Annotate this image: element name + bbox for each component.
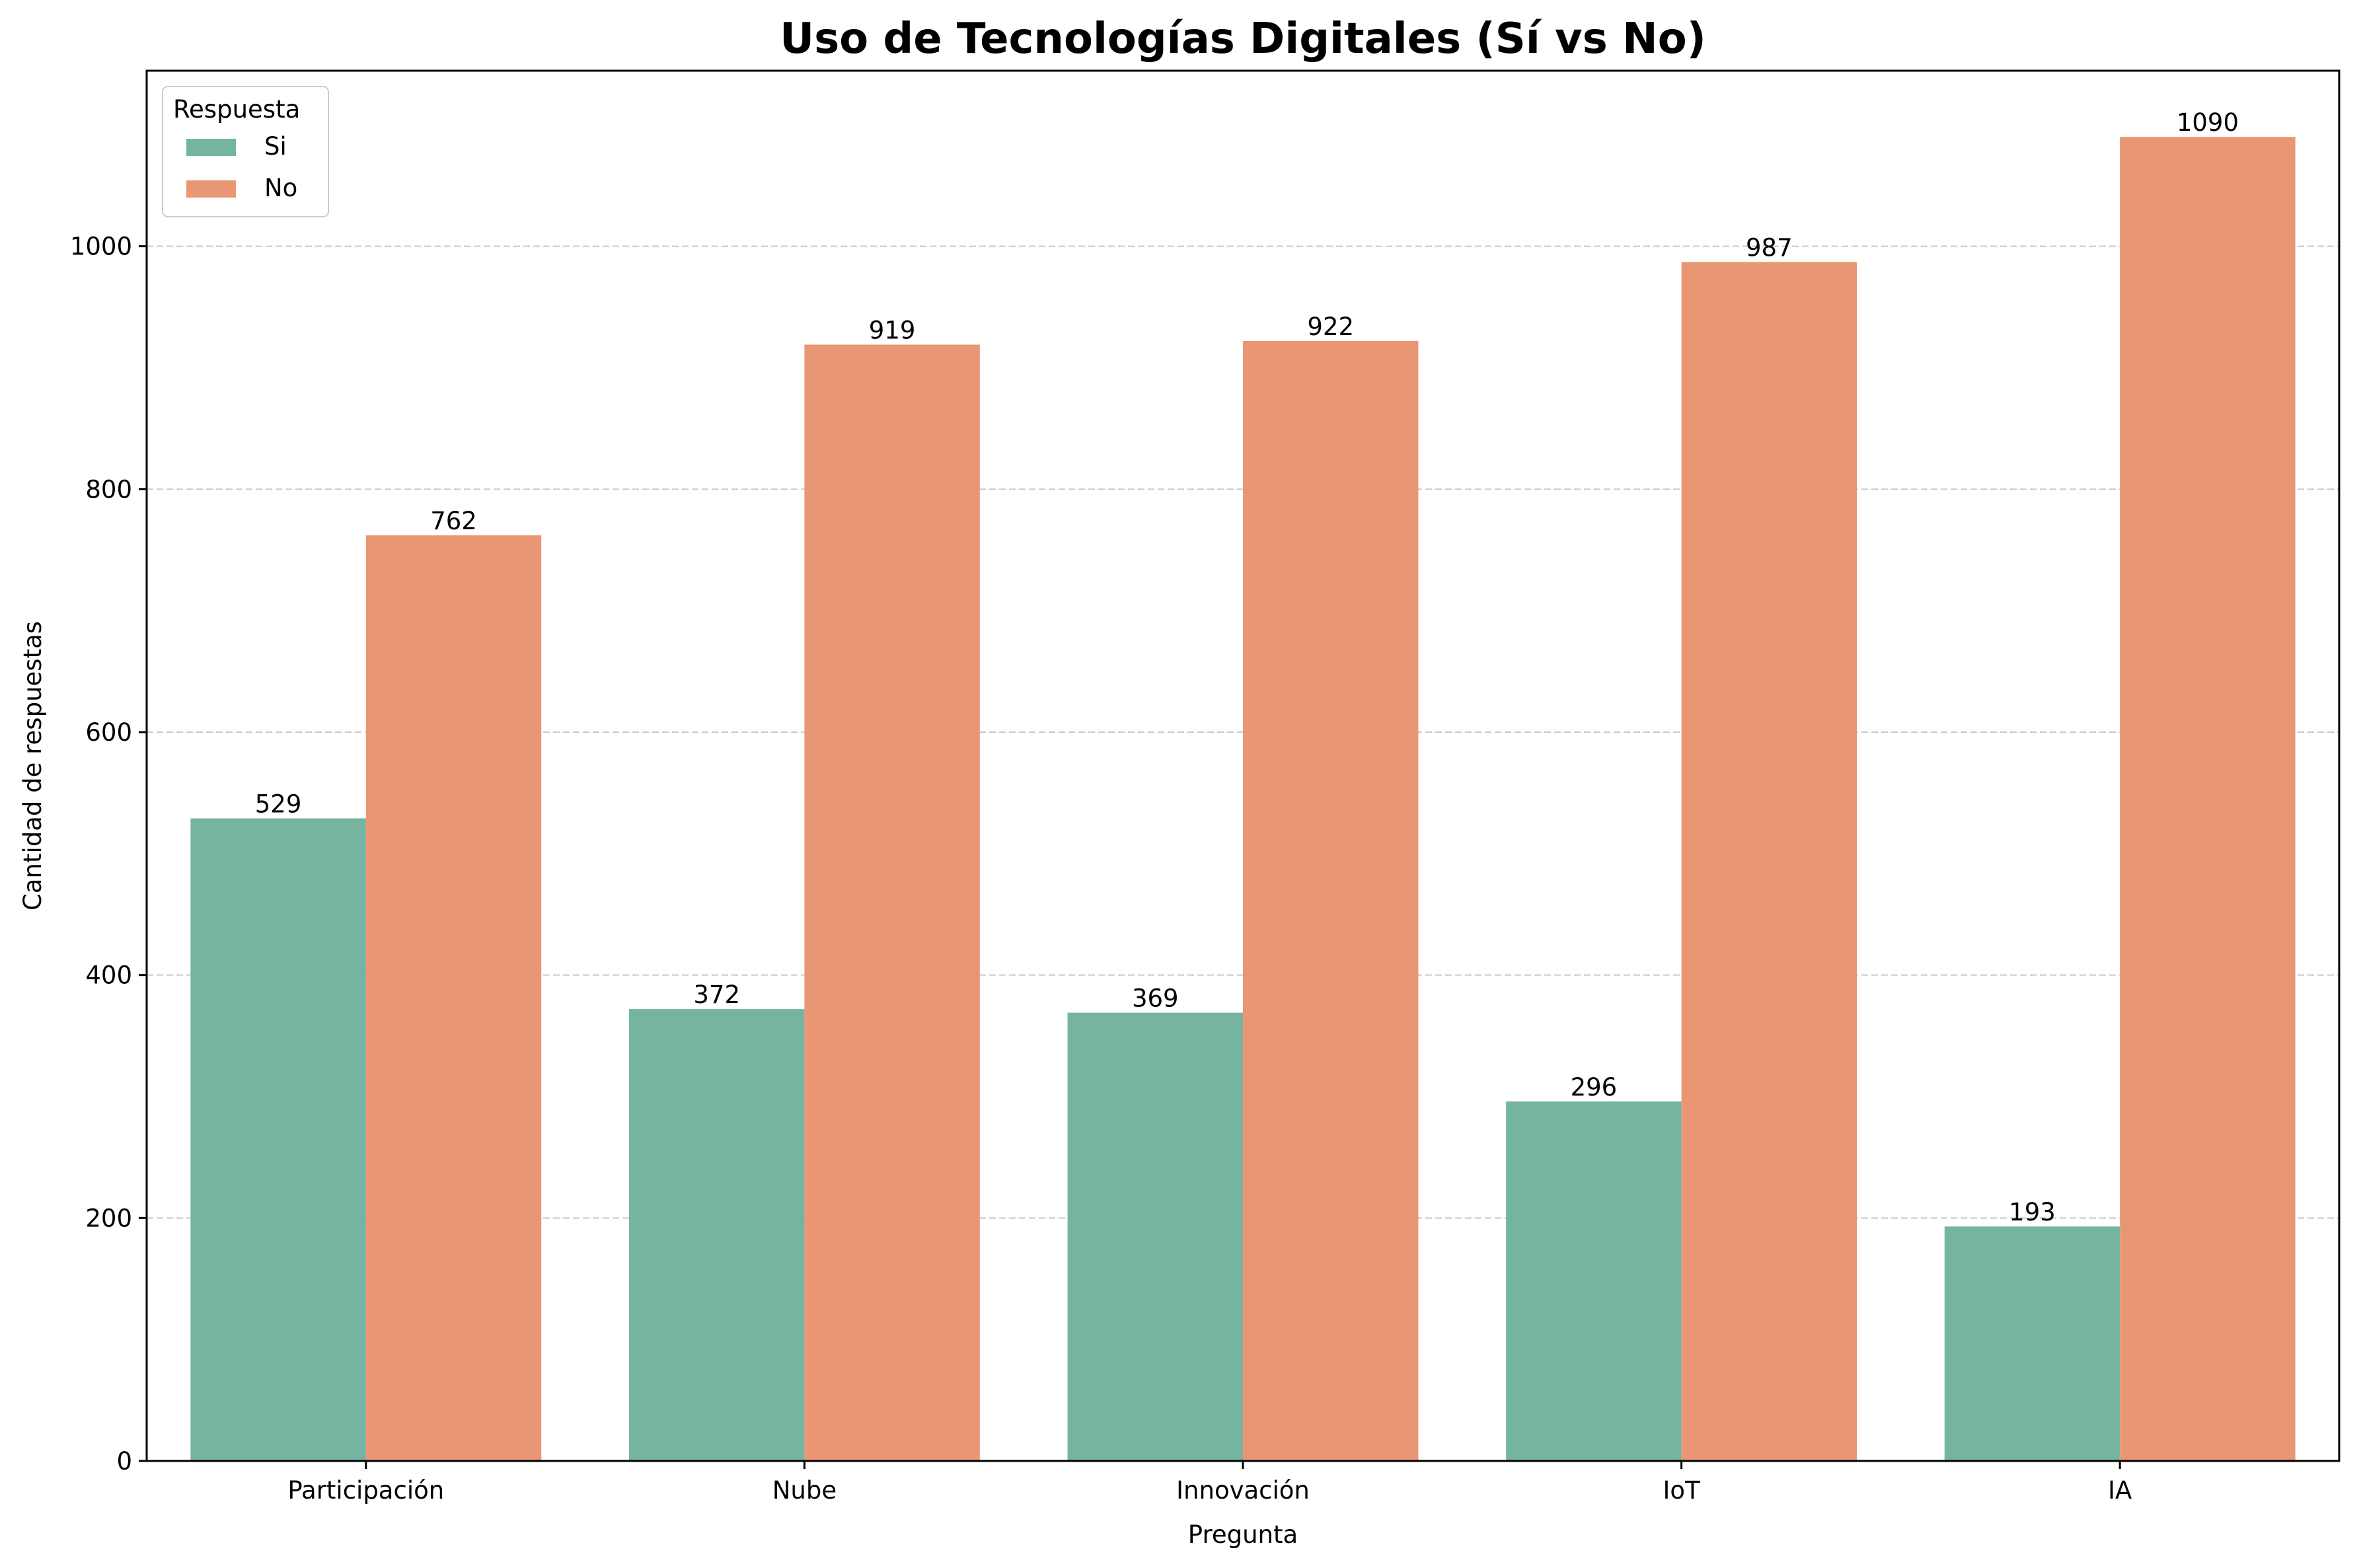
x-tick-label: IA	[2108, 1476, 2132, 1505]
bar-no-3	[1681, 262, 1857, 1462]
bars	[190, 137, 2296, 1462]
y-axis-label: Cantidad de respuestas	[19, 621, 47, 911]
bar-si-2	[1067, 1012, 1243, 1461]
legend-label-si: Si	[264, 132, 287, 161]
x-tick-label: IoT	[1663, 1476, 1701, 1505]
y-tick-label: 600	[85, 718, 132, 747]
bar-si-0	[190, 818, 366, 1461]
legend: Respuesta Si No	[162, 86, 329, 217]
legend-swatch-no	[186, 180, 236, 198]
x-tick-label: Nube	[772, 1476, 837, 1505]
y-tick-label: 1000	[70, 233, 132, 261]
bar-si-3	[1506, 1101, 1682, 1461]
bar-no-0	[365, 535, 542, 1462]
bar-no-2	[1243, 341, 1419, 1462]
bar-no-4	[2120, 137, 2296, 1462]
y-tick-label: 200	[85, 1204, 132, 1232]
bar-value-label: 369	[1132, 985, 1179, 1013]
bar-value-labels: 529 762 372 919 369 922 296 987 193 1090	[255, 108, 2239, 1226]
y-axis: 0 200 400 600 800 1000	[70, 233, 147, 1475]
legend-entries: Si No	[186, 132, 297, 202]
bar-value-label: 987	[1746, 234, 1793, 262]
x-tick-label: Innovación	[1176, 1476, 1310, 1505]
bar-value-label: 193	[2009, 1198, 2056, 1226]
x-tick-label: Participación	[287, 1476, 444, 1505]
x-axis-label: Pregunta	[1188, 1520, 1298, 1549]
bar-value-label: 296	[1571, 1073, 1618, 1101]
legend-label-no: No	[264, 174, 297, 202]
y-tick-label: 0	[116, 1447, 132, 1475]
bar-value-label: 372	[693, 981, 740, 1009]
x-axis: Participación Nube Innovación IoT IA	[287, 1461, 2132, 1505]
bar-value-label: 922	[1307, 313, 1354, 341]
y-tick-label: 800	[85, 475, 132, 504]
bar-no-1	[804, 344, 980, 1461]
bar-si-4	[1944, 1226, 2120, 1461]
bar-value-label: 1090	[2177, 108, 2239, 137]
bar-value-label: 529	[255, 790, 302, 819]
bar-si-1	[628, 1009, 805, 1461]
bar-value-label: 919	[869, 317, 916, 345]
legend-title: Respuesta	[173, 95, 300, 124]
chart-title: Uso de Tecnologías Digitales (Sí vs No)	[780, 15, 1706, 63]
bar-value-label: 762	[430, 507, 477, 535]
y-tick-label: 400	[85, 961, 132, 990]
legend-swatch-si	[186, 139, 236, 156]
